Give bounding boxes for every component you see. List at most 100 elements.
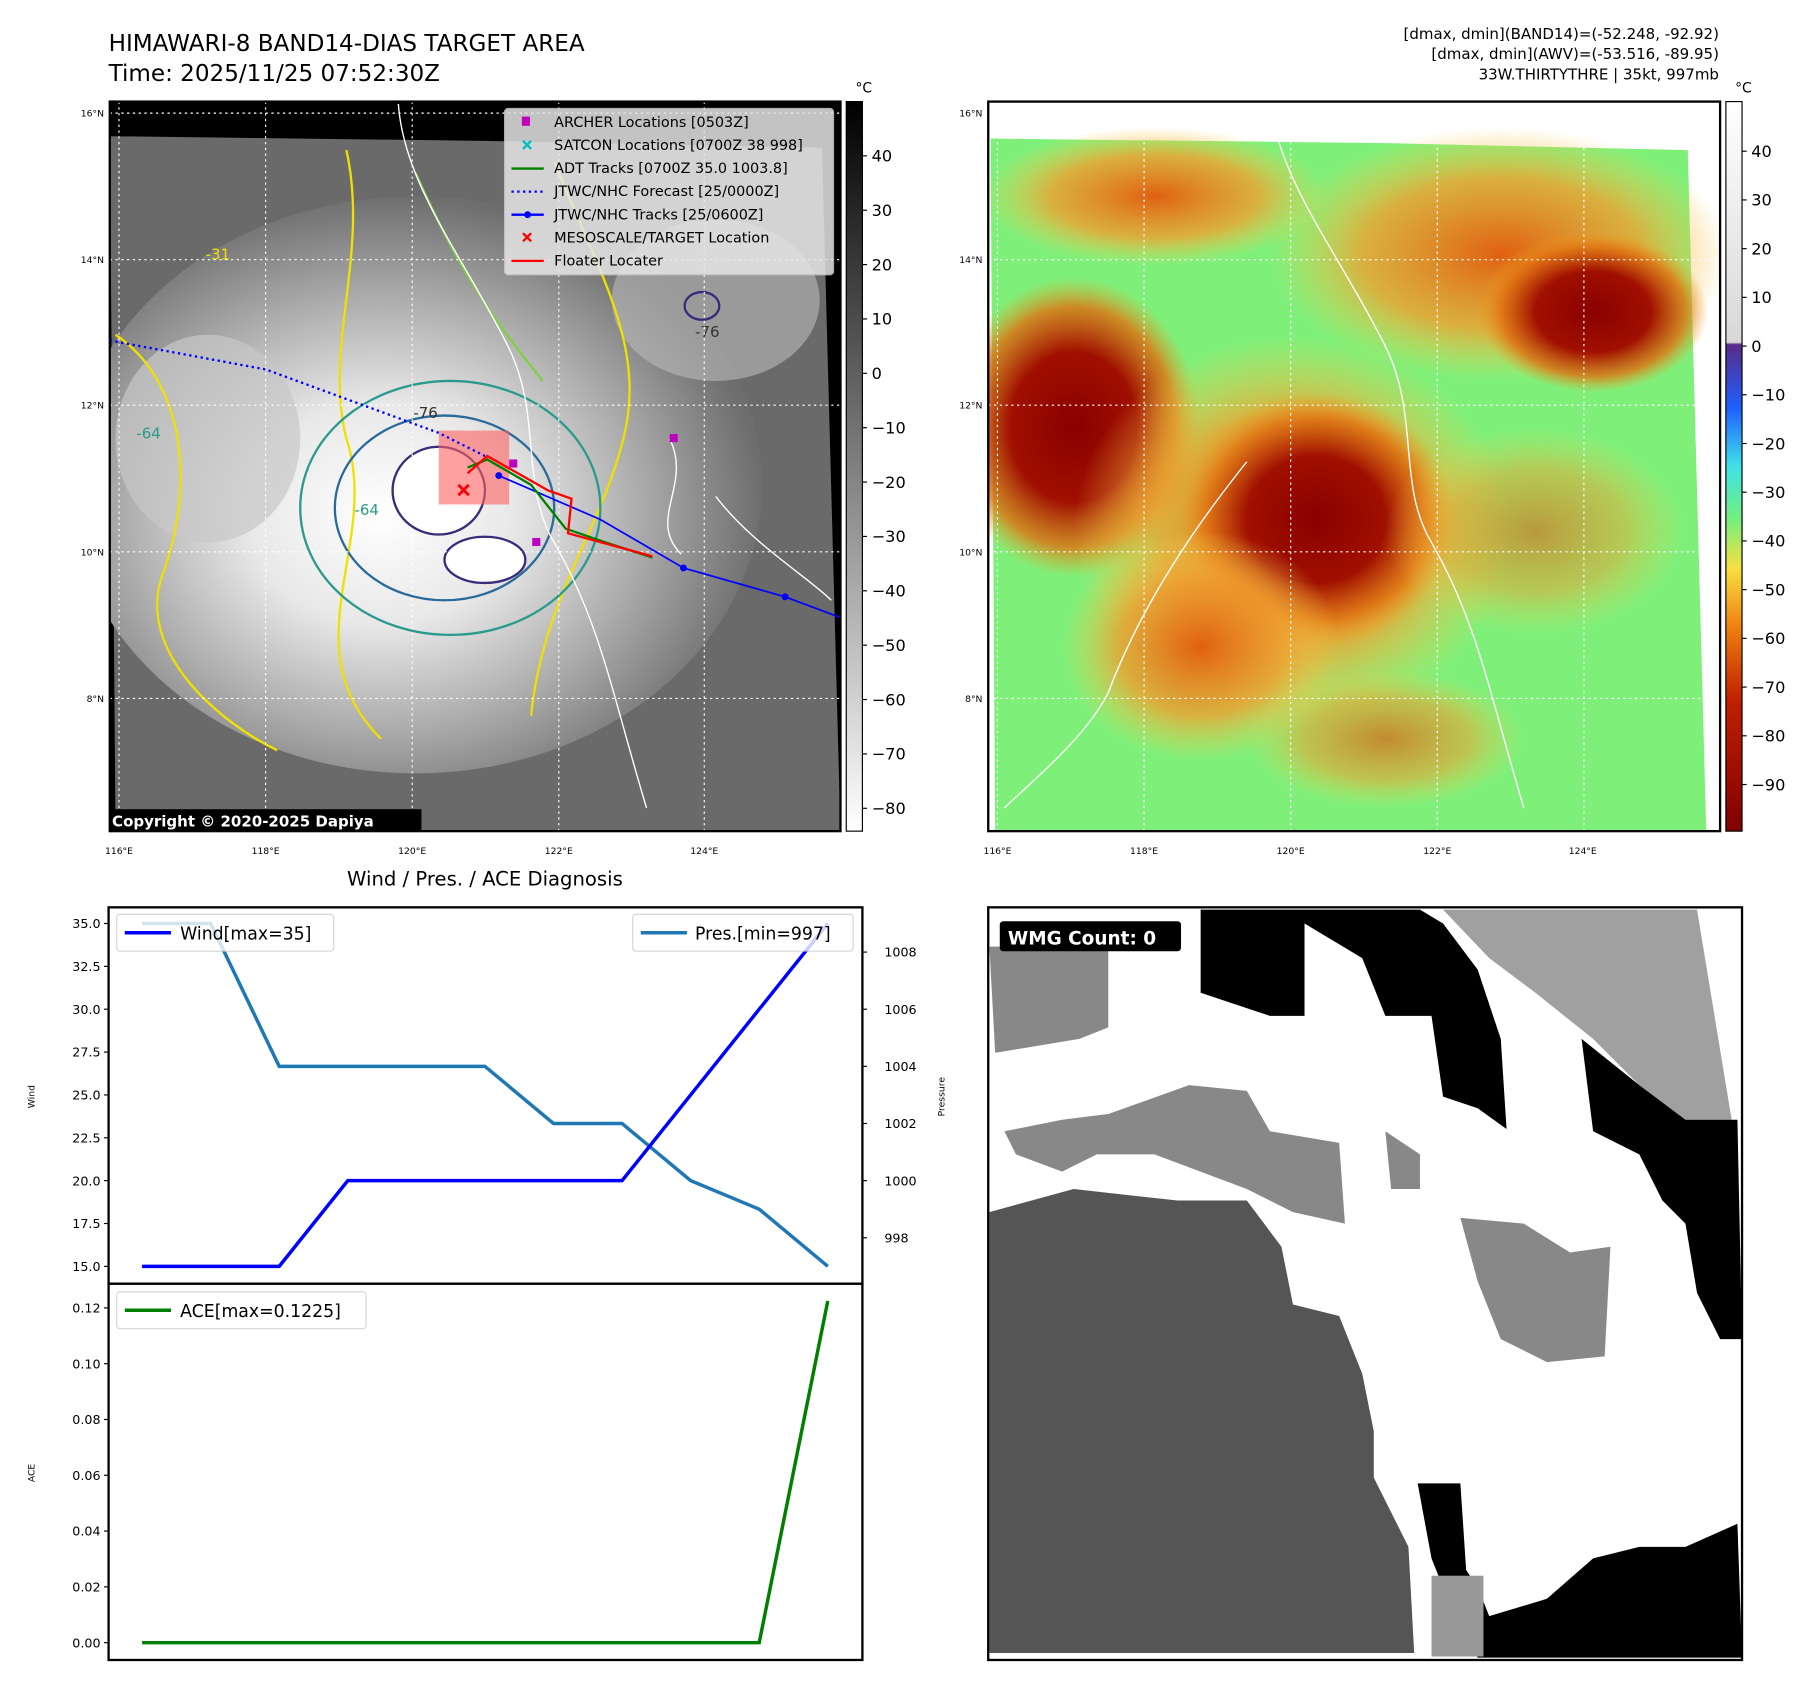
floater-track	[466, 454, 653, 558]
colorbar-tick-label: −80	[1751, 727, 1785, 746]
colorbar1-unit: °C	[855, 80, 872, 96]
colorbar-tick-label: −30	[1751, 483, 1785, 502]
colorbar-tick-label: 10	[872, 310, 893, 329]
y-tick-label: 22.5	[72, 1130, 100, 1145]
target-legend-icon	[522, 232, 532, 243]
colorbar-tick-label: −20	[1751, 434, 1785, 453]
colorbar-tick-label: 30	[872, 201, 893, 220]
ir-map-panel: -76 -64 -64 -31 -76 ARCHER Locations [05…	[109, 101, 841, 832]
lon-label: 120°E	[398, 846, 426, 857]
colorbar-tick-label: −20	[872, 473, 906, 492]
ace-line	[142, 1300, 830, 1645]
colorbar-tick-label: 40	[1751, 142, 1772, 161]
lat-label: 12°N	[81, 401, 104, 412]
y-tick-label: 0.00	[72, 1635, 100, 1650]
legend-label: Floater Locater	[554, 254, 663, 270]
jtwc-track-point	[680, 564, 687, 572]
y-tick-label: 25.0	[72, 1088, 100, 1103]
wind-legend	[116, 913, 335, 952]
y2-tick-label: 1008	[884, 945, 916, 960]
wmg-count-label: WMG Count: 0	[1008, 928, 1156, 949]
target-marker	[457, 483, 470, 497]
colorbar-tick-label: −40	[872, 582, 906, 601]
legend-label: SATCON Locations [0700Z 38 998]	[554, 138, 803, 154]
y-tick-label: 0.06	[72, 1468, 100, 1483]
colorbar-tick-label: 20	[872, 255, 893, 274]
colorbar-tick-label: −60	[1751, 629, 1785, 648]
y2-tick-label: 1004	[884, 1059, 916, 1074]
legend-label: JTWC/NHC Forecast [25/0000Z]	[553, 184, 779, 200]
lat-label: 8°N	[87, 694, 104, 705]
wind-pressure-chart: 15.0 17.5 20.0 22.5 25.0 27.5 30.0 32.5 35.0 998 1…	[27, 913, 947, 1274]
awv-map-panel	[988, 101, 1721, 832]
y-tick-label: 20.0	[72, 1173, 100, 1188]
colorbar-tick-label: 0	[872, 364, 882, 383]
ace-chart: 0.00 0.02 0.04 0.06 0.08 0.10 0.12 ACE ACE[max=0…	[27, 1291, 830, 1650]
colorbar-tick-label: −90	[1751, 775, 1785, 794]
contour-label: -64	[354, 501, 379, 519]
colorbar-tick-label: −60	[872, 690, 906, 709]
figure-time: Time: 2025/11/25 07:52:30Z	[108, 61, 440, 87]
colorbar-tick-label: 10	[1751, 288, 1772, 307]
lon-label: 124°E	[690, 846, 718, 857]
colorbar-tick-label: −10	[1751, 386, 1785, 405]
legend-label: ADT Tracks [0700Z 35.0 1003.8]	[554, 161, 788, 177]
colorbar-tick-label: 20	[1751, 239, 1772, 258]
pressure-legend-label: Pres.[min=997]	[695, 925, 831, 945]
colorbar-tick-label: 40	[872, 147, 893, 166]
lat-label: 10°N	[959, 547, 982, 558]
satcon-legend-icon	[522, 140, 532, 150]
map-legend: ARCHER Locations [0503Z] SATCON Locations…	[503, 107, 835, 276]
copyright-label: Copyright © 2020-2025 Dapiya	[112, 813, 374, 831]
y2-tick-label: 1006	[884, 1002, 916, 1017]
colorbar-tick-label: 0	[1751, 337, 1761, 356]
colorbar-tick-label: −40	[1751, 532, 1785, 551]
colorbar-tick-label: −10	[872, 418, 906, 437]
ace-legend-label: ACE[max=0.1225]	[180, 1302, 341, 1322]
info-band14: [dmax, dmin](BAND14)=(-52.248, -92.92)	[1404, 25, 1719, 43]
pressure-legend	[632, 913, 854, 952]
ace-axis-label: ACE	[27, 1464, 38, 1483]
lat-label: 16°N	[959, 109, 982, 120]
colorbar2-unit: °C	[1735, 80, 1752, 96]
colorbar-tick-label: −30	[872, 527, 906, 546]
figure-title: HIMAWARI-8 BAND14-DIAS TARGET AREA	[109, 31, 585, 57]
contour-label: -76	[413, 404, 438, 422]
archer-legend-icon	[521, 116, 530, 126]
wmg-panel: WMG Count: 0	[988, 907, 1743, 1660]
y-tick-label: 17.5	[72, 1216, 100, 1231]
colorbar-tick-label: 30	[1751, 191, 1772, 210]
lon-label: 118°E	[1130, 846, 1158, 857]
colorbar-tick-label: −50	[872, 636, 906, 655]
y2-tick-label: 998	[884, 1230, 908, 1245]
wind-line	[142, 922, 830, 1269]
lon-label: 122°E	[545, 846, 573, 857]
legend-dot-icon	[524, 211, 532, 219]
y-tick-label: 0.04	[72, 1524, 100, 1539]
lon-label: 116°E	[983, 846, 1011, 857]
lon-label: 124°E	[1569, 846, 1597, 857]
jtwc-track-point	[495, 472, 503, 480]
jtwc-track-point	[781, 593, 789, 601]
wind-legend-label: Wind[max=35]	[180, 925, 311, 945]
pressure-line	[142, 921, 829, 1268]
lat-label: 12°N	[959, 401, 982, 412]
legend-label: JTWC/NHC Tracks [25/0600Z]	[553, 207, 763, 223]
y-tick-label: 0.02	[72, 1579, 100, 1594]
y-tick-label: 15.0	[72, 1259, 100, 1274]
y2-tick-label: 1002	[884, 1116, 916, 1131]
colorbar-tick-label: −50	[1751, 580, 1785, 599]
lon-label: 118°E	[252, 846, 280, 857]
y-tick-label: 30.0	[72, 1002, 100, 1017]
colorbar1	[845, 101, 863, 832]
archer-marker	[532, 537, 541, 547]
lat-label: 16°N	[81, 109, 104, 120]
contour-label: -31	[206, 246, 230, 264]
colorbar2	[1725, 101, 1743, 832]
lat-label: 14°N	[81, 255, 104, 266]
info-awv: [dmax, dmin](AWV)=(-53.516, -89.95)	[1431, 45, 1719, 63]
diagnosis-title: Wind / Pres. / ACE Diagnosis	[347, 867, 623, 890]
lat-label: 8°N	[965, 694, 982, 705]
lon-label: 120°E	[1277, 846, 1305, 857]
